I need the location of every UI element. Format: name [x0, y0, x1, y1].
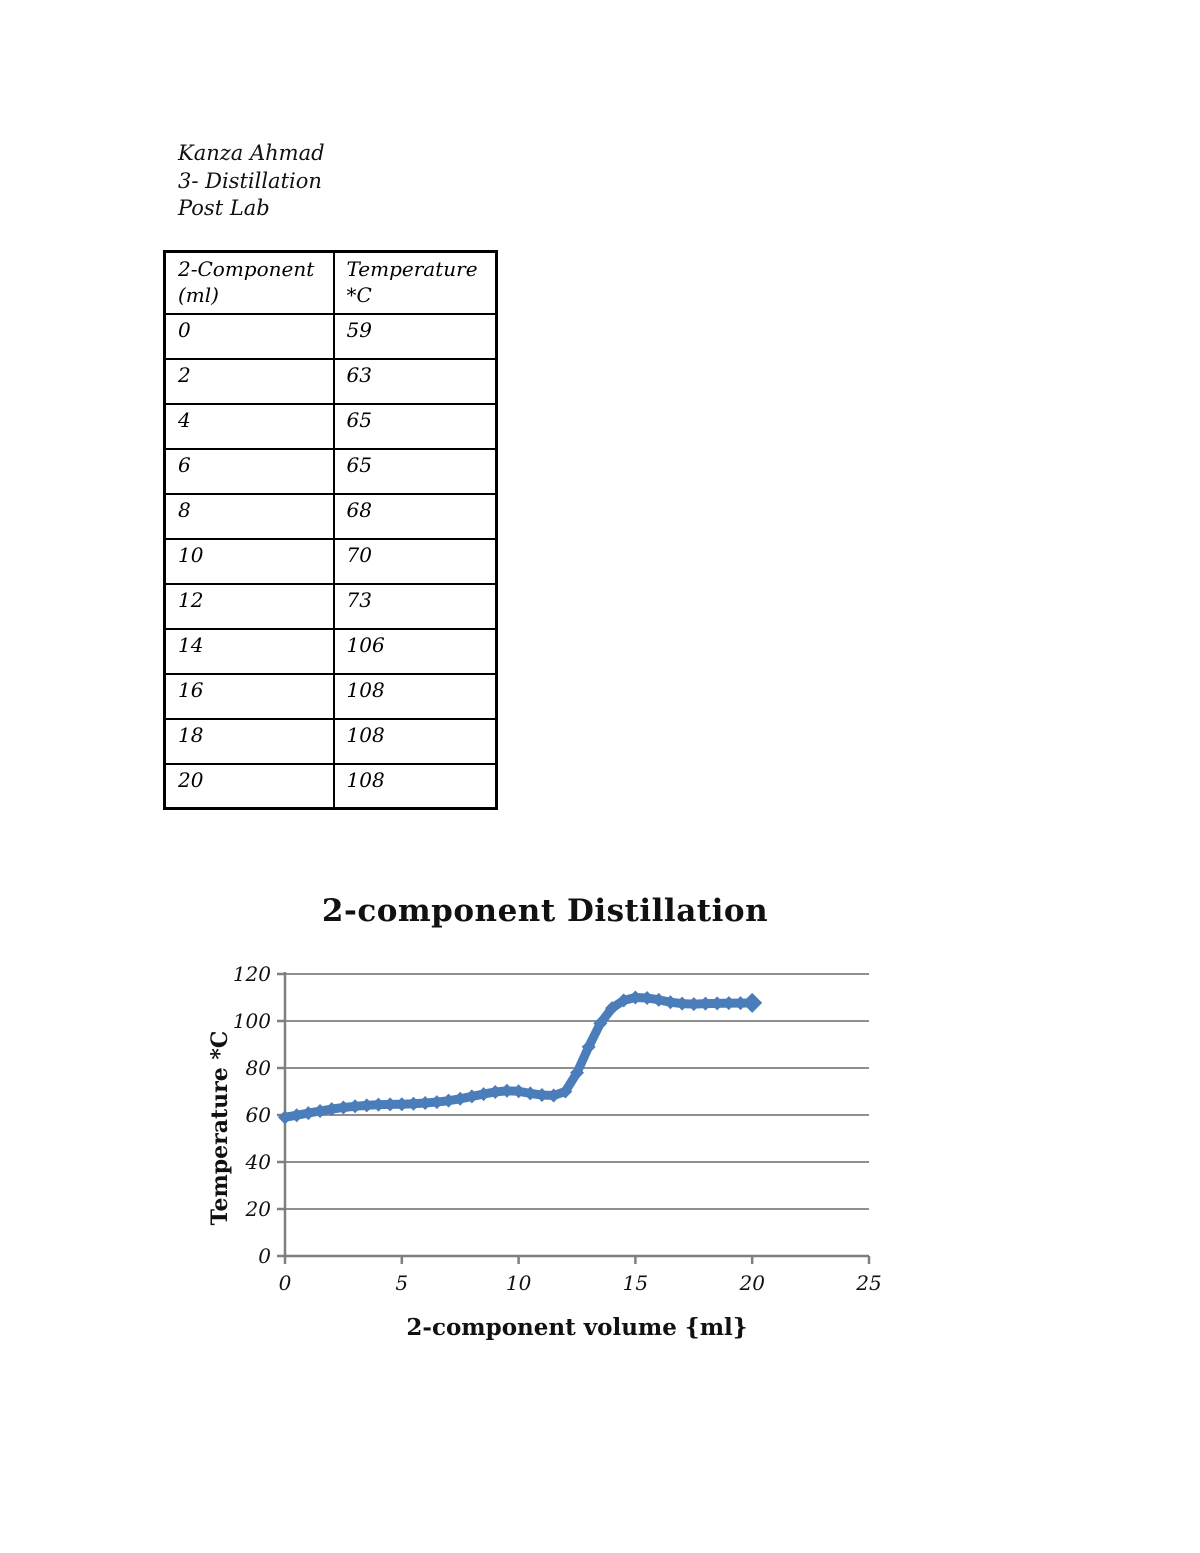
curve-marker [359, 1098, 374, 1113]
curve-marker [733, 996, 748, 1011]
curve-marker [371, 1097, 386, 1112]
table-cell: 59 [332, 312, 498, 360]
table-row: 8 68 [163, 492, 498, 540]
table-cell: 108 [332, 717, 498, 765]
curve-marker [523, 1086, 538, 1101]
table-cell: 73 [332, 582, 498, 630]
table-cell: 12 [163, 582, 335, 630]
curve-marker [301, 1106, 316, 1121]
curve-marker [640, 990, 655, 1005]
curve-marker [348, 1099, 363, 1114]
table-row: 16 108 [163, 672, 498, 720]
table-row: 0 59 [163, 312, 498, 360]
table-cell: 0 [163, 312, 335, 360]
curve-marker [628, 990, 643, 1005]
table-cell: 65 [332, 447, 498, 495]
curve-marker [441, 1093, 456, 1108]
table-cell: 8 [163, 492, 335, 540]
curve-marker [721, 996, 736, 1011]
curve-marker [570, 1065, 584, 1080]
table-row: 4 65 [163, 402, 498, 450]
curve-marker [336, 1100, 351, 1115]
table-row: 2 63 [163, 357, 498, 405]
y-axis-title: Temperature *C [207, 1030, 233, 1226]
curve-marker [453, 1091, 468, 1106]
table-cell: 2 [163, 357, 335, 405]
curve-marker [406, 1096, 421, 1111]
table-cell: 20 [163, 762, 335, 810]
curve-marker [289, 1108, 304, 1123]
x-tick-label: 25 [855, 1271, 881, 1295]
table-cell: 4 [163, 402, 335, 450]
y-tick-label: 60 [246, 1103, 272, 1127]
table-cell: 6 [163, 447, 335, 495]
table-cell: 14 [163, 627, 335, 675]
table-row: 6 65 [163, 447, 498, 495]
table-cell: 18 [163, 717, 335, 765]
x-tick-label: 20 [738, 1271, 765, 1295]
curve-marker [534, 1088, 549, 1103]
curve-marker [686, 997, 701, 1012]
y-tick-label: 120 [233, 962, 271, 986]
table-cell: 108 [332, 672, 498, 720]
curve-marker [278, 1110, 292, 1125]
distillation-chart: 2-component Distillation 0 20 40 60 80 100 120… [200, 885, 890, 1360]
curve-marker [313, 1104, 328, 1119]
y-tick-label: 0 [258, 1244, 271, 1268]
y-tick-label: 100 [233, 1009, 271, 1033]
curve-marker [546, 1088, 561, 1103]
table-cell: 70 [332, 537, 498, 585]
table-cell: 68 [332, 492, 498, 540]
x-tick-label: 10 [506, 1271, 532, 1295]
curve-marker [581, 1039, 596, 1054]
table-row: 14 106 [163, 627, 498, 675]
curve-marker [394, 1097, 409, 1112]
table-header-row: 2-Component (ml) Temperature *C [163, 250, 498, 315]
curve-marker [710, 996, 725, 1011]
report-type: Post Lab [178, 196, 270, 220]
table-cell: 16 [163, 672, 335, 720]
curve-marker [616, 993, 631, 1008]
y-tick-label: 80 [246, 1056, 272, 1080]
curve-marker [675, 996, 690, 1011]
table-row: 10 70 [163, 537, 498, 585]
curve-marker [429, 1095, 444, 1110]
curve-marker [499, 1083, 514, 1098]
author-name: Kanza Ahmad [178, 141, 325, 165]
col-header-temperature: Temperature *C [332, 250, 498, 315]
curve-marker [324, 1102, 339, 1117]
curve-end-marker [742, 992, 763, 1013]
table-cell: 63 [332, 357, 498, 405]
col-header-volume: 2-Component (ml) [163, 250, 335, 315]
table-cell: 10 [163, 537, 335, 585]
curve-marker [464, 1089, 479, 1104]
y-tick-label: 40 [245, 1150, 272, 1174]
table-row: 20 108 [163, 762, 498, 810]
curve-marker [698, 996, 713, 1011]
chart-title: 2-component Distillation [321, 893, 769, 929]
table-row: 12 73 [163, 582, 498, 630]
document-header: Kanza Ahmad 3- Distillation Post Lab [178, 140, 325, 223]
curve-marker [488, 1084, 503, 1099]
experiment-title: 3- Distillation [178, 168, 322, 193]
x-axis-title: 2-component volume {ml} [406, 1314, 748, 1341]
curve-marker [383, 1097, 398, 1112]
table-cell: 108 [332, 762, 498, 810]
y-tick-label: 20 [245, 1197, 272, 1221]
curve-marker [558, 1084, 573, 1099]
table-cell: 65 [332, 402, 498, 450]
curve-marker [651, 992, 666, 1007]
x-tick-label: 15 [623, 1271, 648, 1295]
curve-marker [593, 1016, 608, 1031]
curve-marker [418, 1096, 433, 1111]
x-tick-label: 0 [279, 1271, 292, 1295]
x-tick-label: 5 [395, 1271, 408, 1295]
table-cell: 106 [332, 627, 498, 675]
chart-plot: 0 20 40 60 80 100 120 0 5 10 15 20 25 [233, 962, 882, 1295]
curve-marker [663, 995, 678, 1010]
table-row: 18 108 [163, 717, 498, 765]
data-table: 2-Component (ml) Temperature *C 0 59 2 63 4 6… [163, 250, 498, 810]
curve-marker [476, 1087, 491, 1102]
curve-marker [605, 1001, 620, 1016]
